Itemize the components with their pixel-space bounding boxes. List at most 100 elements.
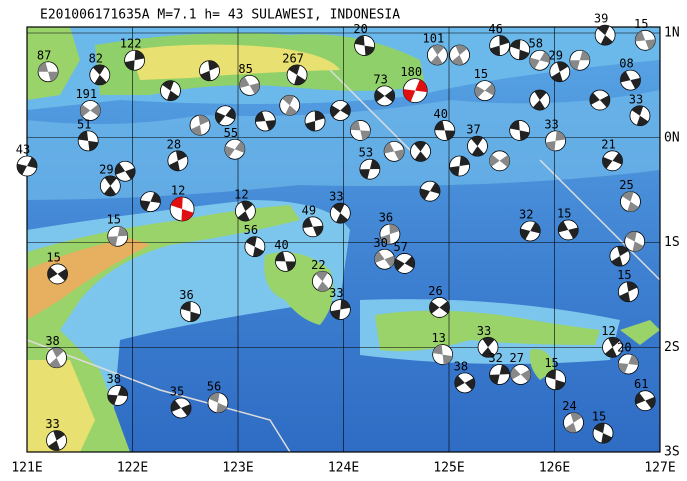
lat-tick-label: 1N xyxy=(664,26,680,41)
beachball-quadrants xyxy=(190,115,210,136)
focal-mechanism xyxy=(207,392,229,414)
event-depth-label: 38 xyxy=(454,359,468,373)
beachball-quadrants xyxy=(302,217,323,237)
map-frame xyxy=(26,26,661,453)
beachball-quadrants xyxy=(124,50,145,71)
beachball-quadrants xyxy=(429,301,450,314)
event-depth-label: 15 xyxy=(592,410,606,424)
beachball-quadrants xyxy=(92,64,107,85)
beachball-quadrants xyxy=(255,111,276,131)
focal-mechanism xyxy=(489,364,511,385)
focal-mechanism xyxy=(509,39,531,61)
beachball-quadrants xyxy=(434,120,455,141)
event-depth-label: 32 xyxy=(488,351,502,365)
focal-mechanism xyxy=(379,223,401,245)
event-depth-label: 15 xyxy=(46,250,60,264)
beachball-quadrants xyxy=(558,221,579,239)
event-depth-label: 32 xyxy=(519,207,533,221)
lon-tick-label: 123E xyxy=(222,461,253,476)
focal-mechanism xyxy=(167,150,189,172)
beachball-quadrants xyxy=(569,50,590,70)
focal-mechanism xyxy=(549,61,571,83)
event-depth-label: 101 xyxy=(423,31,445,45)
beachball-quadrants xyxy=(208,392,228,413)
map-title: E201006171635A M=7.1 h= 43 SULAWESI, IND… xyxy=(40,8,400,23)
focal-mechanism xyxy=(634,29,656,51)
focal-mechanism xyxy=(124,49,146,71)
event-depth-label: 36 xyxy=(179,288,193,302)
beachball-quadrants xyxy=(510,367,531,382)
beachball-quadrants xyxy=(374,89,395,103)
focal-mechanism xyxy=(239,74,261,96)
beachball-quadrants xyxy=(315,271,330,292)
focal-mechanism xyxy=(629,105,651,127)
focal-mechanism xyxy=(79,100,101,121)
event-depth-label: 20 xyxy=(353,22,367,36)
beachball-quadrants xyxy=(48,430,65,451)
event-depth-label: 30 xyxy=(373,236,387,250)
event-depth-label: 21 xyxy=(601,137,615,151)
event-depth-label: 13 xyxy=(431,331,445,345)
focal-mechanism xyxy=(569,49,591,71)
beachball-quadrants xyxy=(602,152,623,169)
event-depth-label: 12 xyxy=(234,188,248,202)
beachball-quadrants xyxy=(394,256,415,271)
lon-tick-label: 124E xyxy=(328,461,359,476)
beachball-quadrants xyxy=(107,226,128,246)
event-depth-label: 28 xyxy=(167,137,181,151)
focal-mechanism xyxy=(255,110,276,132)
beachball-quadrants xyxy=(451,44,468,65)
event-depth-label: 46 xyxy=(488,22,502,36)
beachball-quadrants xyxy=(420,182,441,200)
focal-mechanism xyxy=(592,422,614,444)
beachball-quadrants xyxy=(545,369,566,390)
focal-mechanism xyxy=(557,219,579,241)
beachball-quadrants xyxy=(490,35,510,56)
beachball-quadrants xyxy=(622,191,639,212)
focal-mechanism xyxy=(617,281,639,303)
focal-mechanism xyxy=(244,236,266,258)
focal-mechanism xyxy=(519,220,541,242)
beachball-quadrants xyxy=(374,251,395,268)
focal-mechanism xyxy=(311,270,333,292)
focal-mechanism xyxy=(529,89,551,111)
focal-mechanism xyxy=(489,150,511,172)
focal-mechanism xyxy=(77,130,99,152)
beachball-quadrants xyxy=(509,120,530,141)
focal-mechanism xyxy=(563,412,584,434)
focal-mechanism xyxy=(410,140,431,162)
focal-mechanism xyxy=(529,49,551,71)
beachball-quadrants xyxy=(330,299,351,320)
focal-mechanism xyxy=(354,35,376,56)
focal-mechanism xyxy=(214,105,236,127)
focal-mechanism xyxy=(107,225,129,247)
beachball-quadrants xyxy=(171,400,192,416)
event-depth-label: 82 xyxy=(89,51,103,65)
focal-mechanism xyxy=(609,245,631,267)
beachball-quadrants xyxy=(332,203,348,224)
event-depth-label: 26 xyxy=(428,284,442,298)
event-depth-label: 20 xyxy=(617,341,631,355)
focal-mechanism xyxy=(449,155,470,177)
event-depth-label: 73 xyxy=(373,72,387,86)
beachball-quadrants xyxy=(47,266,68,281)
focal-mechanism xyxy=(275,250,296,272)
event-depth-label: 87 xyxy=(37,48,51,62)
focal-mechanism xyxy=(434,120,456,141)
focal-mechanism xyxy=(170,397,192,419)
beachball-quadrants xyxy=(470,136,485,157)
events: 87 82 122 191 51 29 15 15 36 38 38 35 56 33 43 85 267 28 5… xyxy=(16,12,656,451)
focal-mechanism xyxy=(169,196,195,222)
focal-mechanism xyxy=(16,155,38,177)
focal-mechanism xyxy=(477,336,499,358)
beachball-quadrants xyxy=(529,51,550,69)
event-depth-label: 43 xyxy=(16,143,30,157)
focal-mechanism xyxy=(304,110,326,132)
event-depth-label: 29 xyxy=(549,48,563,62)
focal-mechanism xyxy=(545,130,566,152)
event-depth-label: 25 xyxy=(619,178,633,192)
beachball-quadrants xyxy=(618,354,639,374)
event-depth-label: 33 xyxy=(45,417,59,431)
focal-mechanism xyxy=(349,120,371,141)
